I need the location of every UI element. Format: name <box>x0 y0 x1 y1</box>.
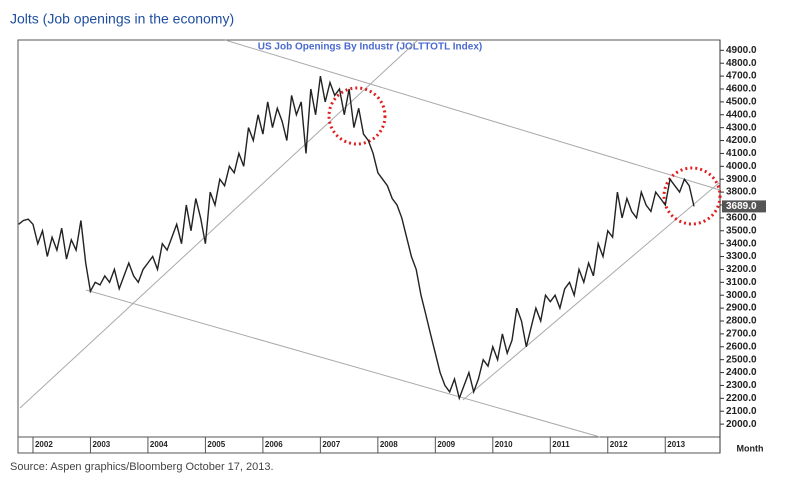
y-tick-label: 4600.0 <box>726 84 757 95</box>
source-note: Source: Aspen graphics/Bloomberg October… <box>10 461 274 473</box>
x-tick-label: 2004 <box>150 440 168 449</box>
x-axis-label: Month <box>737 443 764 453</box>
y-tick-label: 3900.0 <box>726 174 757 185</box>
x-tick-label: 2013 <box>667 440 685 449</box>
plot-frame <box>17 39 721 438</box>
y-tick-label: 4000.0 <box>726 161 757 172</box>
x-tick-label: 2007 <box>322 440 340 449</box>
value-label: 3689.0 <box>726 201 757 212</box>
x-tick-label: 2002 <box>35 440 53 449</box>
y-tick-label: 4100.0 <box>726 148 757 159</box>
last-value-box <box>722 200 766 213</box>
x-tick-label: 2009 <box>437 440 455 449</box>
highlight-circles <box>327 86 722 226</box>
y-tick-label: 4400.0 <box>726 109 757 120</box>
series-line <box>18 75 695 401</box>
y-tick-label: 4800.0 <box>726 58 757 69</box>
y-tick-label: 3500.0 <box>726 225 757 236</box>
y-tick-label: 2600.0 <box>726 341 757 352</box>
trend-lines <box>19 39 721 438</box>
y-tick-label: 3800.0 <box>726 187 757 198</box>
y-tick-label: 3300.0 <box>726 251 757 262</box>
y-tick-label: 4900.0 <box>726 45 757 56</box>
y-tick-label: 3400.0 <box>726 238 757 249</box>
x-tick-label: 2006 <box>265 440 283 449</box>
y-tick-label: 2500.0 <box>726 354 757 365</box>
x-tick-label: 2012 <box>610 440 628 449</box>
y-tick-label: 3200.0 <box>726 264 757 275</box>
x-tick-label: 2005 <box>207 440 225 449</box>
y-tick-label: 2700.0 <box>726 329 757 340</box>
x-tick-label: 2008 <box>380 440 398 449</box>
chart-subtitle: US Job Openings By Industr (JOLTTOTL Ind… <box>258 42 482 53</box>
y-tick-label: 2000.0 <box>726 419 757 430</box>
x-tick-label: 2010 <box>495 440 513 449</box>
y-tick-label: 4300.0 <box>726 122 757 133</box>
y-tick-label: 4500.0 <box>726 97 757 108</box>
y-tick-label: 2200.0 <box>726 393 757 404</box>
y-tick-label: 3600.0 <box>726 213 757 224</box>
x-tick-label: 2003 <box>92 440 110 449</box>
y-tick-label: 3000.0 <box>726 290 757 301</box>
chart-title: Jolts (Job openings in the economy) <box>10 11 234 27</box>
y-tick-label: 2900.0 <box>726 303 757 314</box>
y-tick-label: 2100.0 <box>726 406 757 417</box>
x-tick-label: 2011 <box>552 440 570 449</box>
y-tick-label: 2400.0 <box>726 367 757 378</box>
y-tick-label: 2800.0 <box>726 316 757 327</box>
y-tick-label: 2300.0 <box>726 380 757 391</box>
y-tick-label: 4200.0 <box>726 135 757 146</box>
y-tick-label: 4700.0 <box>726 71 757 82</box>
y-tick-label: 3100.0 <box>726 277 757 288</box>
